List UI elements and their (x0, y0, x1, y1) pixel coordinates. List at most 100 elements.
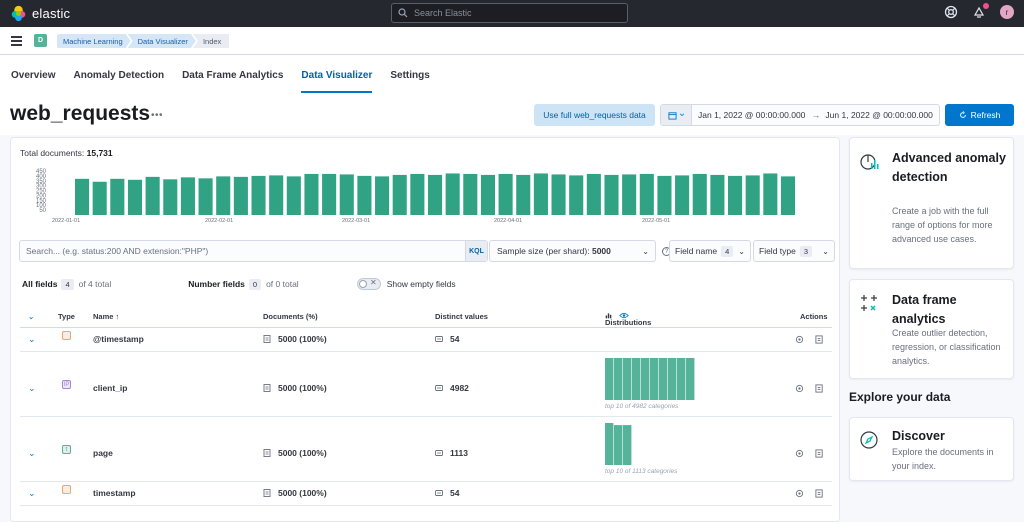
page-header: web_requests ••• Use full web_requests d… (0, 95, 1024, 135)
show-empty-toggle[interactable] (356, 278, 381, 290)
histogram-bar[interactable] (445, 173, 460, 215)
histogram-bar[interactable] (692, 173, 707, 215)
histogram-bar[interactable] (657, 175, 672, 215)
column-documents[interactable]: Documents (%) (263, 312, 318, 321)
histogram-bar[interactable] (551, 174, 566, 215)
query-bar[interactable]: KQL (19, 240, 488, 262)
date-start[interactable]: Jan 1, 2022 @ 00:00:00.000 (698, 110, 806, 120)
column-distinct-values[interactable]: Distinct values (435, 312, 488, 321)
field-type-filter[interactable]: Field type 3 ⌄ (753, 240, 835, 262)
histogram-bar[interactable] (269, 175, 284, 215)
global-search[interactable] (391, 3, 628, 23)
quick-date-menu[interactable] (661, 105, 692, 125)
data-frame-analytics-card[interactable]: Data frame analytics Create outlier dete… (849, 279, 1014, 379)
histogram-bar[interactable] (710, 174, 725, 215)
tab-data-frame-analytics[interactable]: Data Frame Analytics (182, 69, 284, 81)
tab-settings[interactable]: Settings (390, 69, 430, 81)
histogram-bar[interactable] (622, 174, 637, 215)
tab-data-visualizer[interactable]: Data Visualizer (301, 55, 372, 95)
histogram-bar[interactable] (392, 174, 407, 215)
column-type[interactable]: Type (58, 312, 75, 321)
histogram-bar[interactable] (251, 175, 266, 215)
histogram-bar[interactable] (427, 174, 443, 215)
histogram-bar[interactable] (339, 174, 354, 215)
date-picker[interactable]: Jan 1, 2022 @ 00:00:00.000 → Jun 1, 2022… (660, 104, 940, 126)
histogram-bar[interactable] (216, 176, 231, 215)
histogram-bar[interactable] (586, 173, 601, 215)
histogram-bar[interactable] (728, 175, 743, 215)
histogram-bar[interactable] (145, 176, 160, 215)
histogram-bar[interactable] (498, 173, 513, 215)
table-row[interactable]: ⌄ t page 5000 (100%) 1113 top 10 of 1113… (20, 417, 832, 482)
histogram-bar[interactable] (92, 181, 107, 215)
histogram-bar[interactable] (763, 173, 778, 215)
advanced-anomaly-card[interactable]: Advanced anomaly detection Create a job … (849, 137, 1014, 269)
histogram-bar[interactable] (745, 175, 760, 215)
histogram-bar[interactable] (675, 175, 690, 215)
lens-icon[interactable] (795, 384, 804, 393)
histogram-bar[interactable] (639, 173, 654, 215)
refresh-button[interactable]: Refresh (945, 104, 1014, 126)
breadcrumb-data-visualizer[interactable]: Data Visualizer (128, 34, 196, 48)
distribution-chart (605, 358, 695, 400)
column-name[interactable]: Name ↑ (93, 312, 120, 321)
all-fields-count: 4 (61, 278, 74, 290)
table-row[interactable]: ⌄ timestamp 5000 (100%) 54 (20, 482, 832, 506)
eye-icon[interactable] (619, 312, 629, 319)
histogram-bar[interactable] (198, 178, 213, 215)
kql-toggle[interactable]: KQL (465, 241, 487, 261)
field-name-filter[interactable]: Field name 4 ⌄ (669, 240, 751, 262)
newsfeed-button[interactable] (972, 3, 989, 19)
space-avatar[interactable]: D (34, 34, 47, 47)
histogram-bar[interactable] (233, 176, 248, 215)
distinct-value: 54 (450, 334, 460, 344)
table-row[interactable]: ⌄ IP client_ip 5000 (100%) 4982 top 10 o… (20, 352, 832, 417)
table-row[interactable]: ⌄ @timestamp 5000 (100%) 54 (20, 328, 832, 352)
expand-row-icon[interactable]: ⌄ (28, 488, 36, 498)
global-search-input[interactable] (414, 8, 614, 18)
use-full-data-button[interactable]: Use full web_requests data (534, 104, 655, 126)
edit-data-view-icon[interactable] (815, 449, 824, 458)
tab-overview[interactable]: Overview (11, 69, 56, 81)
histogram-bar[interactable] (110, 178, 125, 215)
discover-card[interactable]: Discover Explore the documents in your i… (849, 417, 1014, 481)
histogram-bar[interactable] (463, 173, 478, 215)
date-end[interactable]: Jun 1, 2022 @ 00:00:00.000 (825, 110, 933, 120)
expand-row-icon[interactable]: ⌄ (28, 383, 36, 393)
expand-row-icon[interactable]: ⌄ (28, 334, 36, 344)
edit-data-view-icon[interactable] (815, 335, 824, 344)
histogram-bar[interactable] (127, 179, 143, 215)
sample-size-select[interactable]: Sample size (per shard): 5000 ⌄ (489, 240, 656, 262)
histogram-bar[interactable] (286, 176, 301, 215)
histogram-bar[interactable] (375, 176, 390, 215)
edit-data-view-icon[interactable] (815, 489, 824, 498)
more-options-icon[interactable]: ••• (151, 110, 164, 121)
histogram-bar[interactable] (516, 174, 531, 215)
expand-all-icon[interactable]: ⌄ (28, 312, 35, 321)
histogram-bar[interactable] (604, 174, 619, 215)
help-lifebuoy-icon[interactable] (944, 5, 958, 19)
page-title: web_requests (10, 102, 151, 125)
lens-icon[interactable] (795, 449, 804, 458)
histogram-bar[interactable] (780, 176, 796, 215)
lens-icon[interactable] (795, 489, 804, 498)
histogram-bar[interactable] (180, 177, 195, 215)
expand-row-icon[interactable]: ⌄ (28, 448, 36, 458)
menu-toggle-icon[interactable] (11, 36, 22, 46)
user-avatar[interactable]: r (1000, 5, 1014, 19)
histogram-bar[interactable] (304, 173, 319, 215)
tab-anomaly-detection[interactable]: Anomaly Detection (73, 69, 165, 81)
elastic-logo[interactable]: elastic (10, 5, 70, 22)
histogram-bar[interactable] (533, 173, 548, 215)
histogram-bar[interactable] (480, 174, 495, 215)
histogram-bar[interactable] (163, 179, 178, 215)
query-input[interactable] (20, 246, 465, 256)
histogram-bar[interactable] (569, 175, 584, 215)
histogram-bar[interactable] (322, 173, 337, 215)
histogram-bar[interactable] (410, 173, 425, 215)
histogram-bar[interactable] (75, 178, 90, 215)
lens-icon[interactable] (795, 335, 804, 344)
breadcrumb-machine-learning[interactable]: Machine Learning (57, 34, 131, 48)
edit-data-view-icon[interactable] (815, 384, 824, 393)
histogram-bar[interactable] (357, 175, 372, 215)
